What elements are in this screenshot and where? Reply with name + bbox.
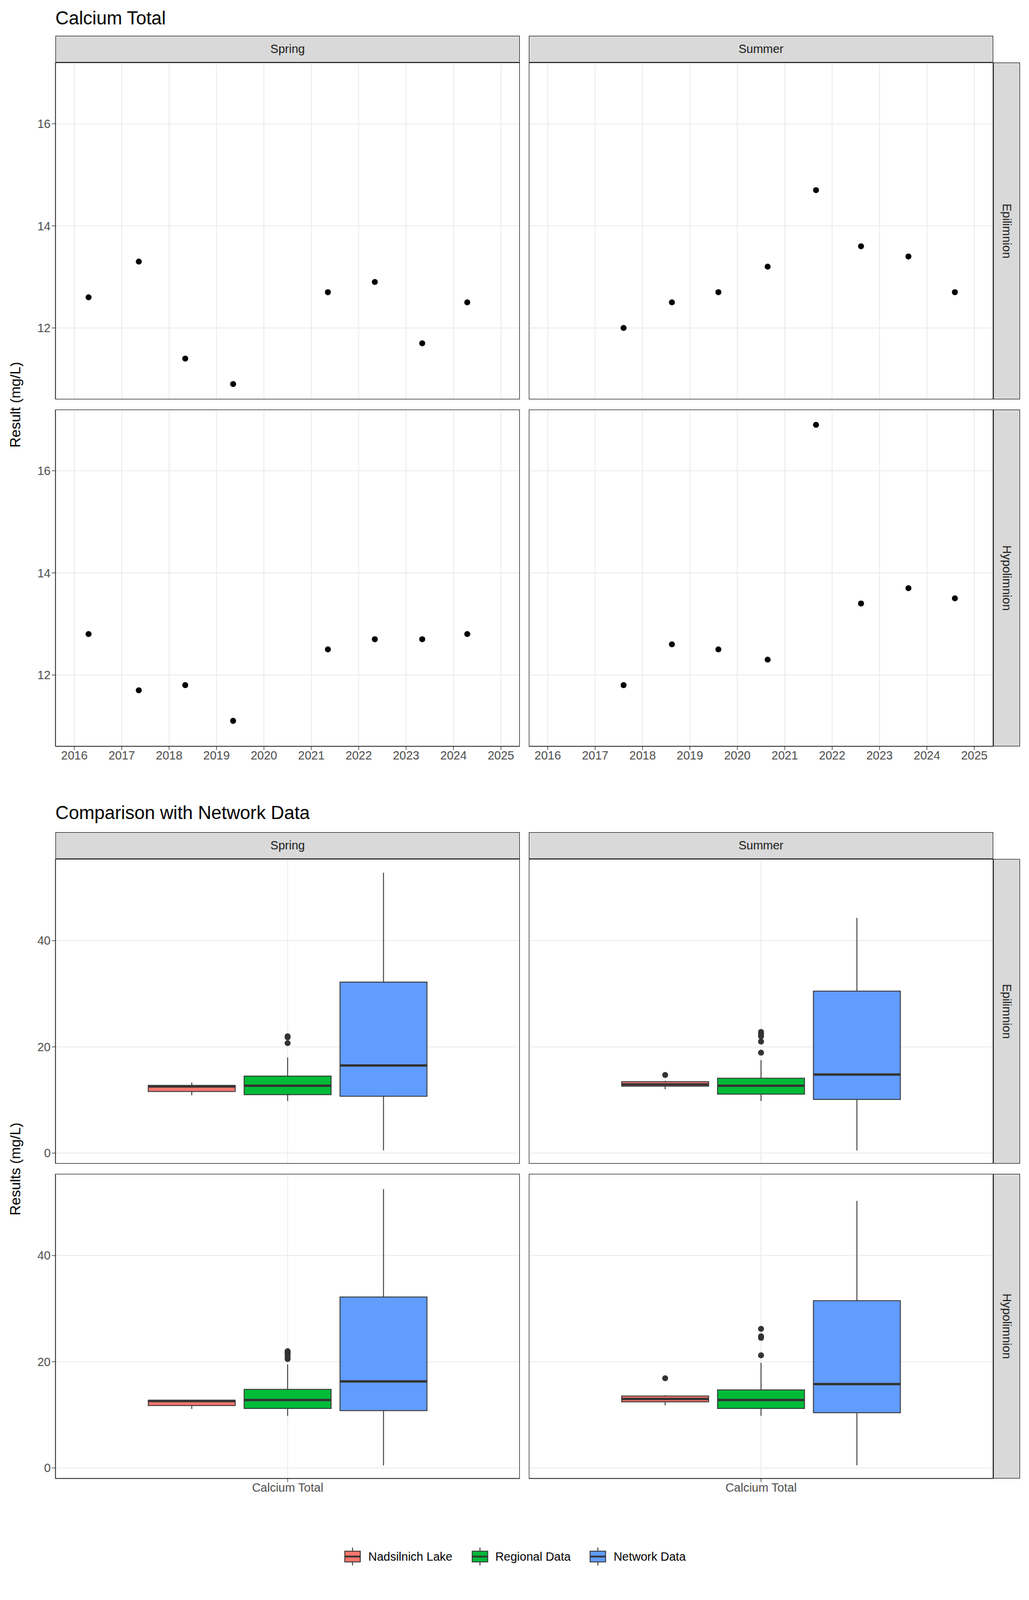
svg-text:12: 12: [37, 668, 51, 682]
html-text:Nadsilnich Lake: Nadsilnich Lake: [368, 1550, 453, 1564]
html-text:Calcium Total: Calcium Total: [55, 7, 166, 29]
svg-text:Calcium Total: Calcium Total: [251, 1481, 324, 1495]
svg-text:2025: 2025: [961, 749, 988, 763]
svg-text:16: 16: [37, 117, 51, 131]
svg-text:2016: 2016: [534, 749, 562, 763]
svg-text:2016: 2016: [61, 749, 89, 763]
html-text:Result (mg/L): Result (mg/L): [7, 361, 24, 448]
svg-text:2021: 2021: [771, 749, 799, 763]
html-text:Spring: Spring: [270, 42, 305, 56]
html-text:Hypolimnion: Hypolimnion: [1000, 1293, 1014, 1360]
svg-text:2018: 2018: [156, 749, 183, 763]
html-text:Comparison with Network Data: Comparison with Network Data: [55, 802, 310, 824]
svg-text:14: 14: [37, 219, 51, 233]
html-text:Epilimnion: Epilimnion: [1000, 203, 1014, 259]
svg-text:2023: 2023: [866, 749, 894, 763]
svg-text:2017: 2017: [581, 749, 609, 763]
html-text:Spring: Spring: [270, 839, 305, 853]
svg-text:2020: 2020: [250, 749, 278, 763]
svg-text:2019: 2019: [203, 749, 230, 763]
svg-text:2025: 2025: [487, 749, 515, 763]
svg-text:2021: 2021: [298, 749, 326, 763]
html-text:Results (mg/L): Results (mg/L): [7, 1122, 24, 1216]
svg-text:12: 12: [37, 321, 51, 335]
svg-text:2023: 2023: [393, 749, 420, 763]
svg-text:2022: 2022: [818, 749, 846, 763]
svg-text:2022: 2022: [345, 749, 373, 763]
svg-text:20: 20: [37, 1355, 51, 1370]
svg-text:40: 40: [37, 934, 51, 948]
svg-text:14: 14: [37, 566, 51, 581]
svg-text:2019: 2019: [676, 749, 704, 763]
svg-text:0: 0: [44, 1146, 51, 1161]
html-text:Hypolimnion: Hypolimnion: [1000, 545, 1014, 611]
svg-text:2018: 2018: [629, 749, 657, 763]
svg-text:2020: 2020: [724, 749, 751, 763]
svg-text:Calcium Total: Calcium Total: [725, 1481, 797, 1495]
svg-text:2024: 2024: [913, 749, 941, 763]
svg-text:2017: 2017: [108, 749, 136, 763]
html-text:Summer: Summer: [738, 839, 784, 853]
html-text:Summer: Summer: [738, 42, 784, 56]
html-text:Network Data: Network Data: [613, 1550, 686, 1564]
svg-text:20: 20: [37, 1040, 51, 1055]
svg-text:16: 16: [37, 464, 51, 478]
html-text:Regional Data: Regional Data: [495, 1550, 571, 1564]
svg-text:40: 40: [37, 1249, 51, 1263]
html-text:Epilimnion: Epilimnion: [1000, 984, 1014, 1040]
svg-text:0: 0: [44, 1461, 51, 1476]
svg-text:2024: 2024: [440, 749, 467, 763]
